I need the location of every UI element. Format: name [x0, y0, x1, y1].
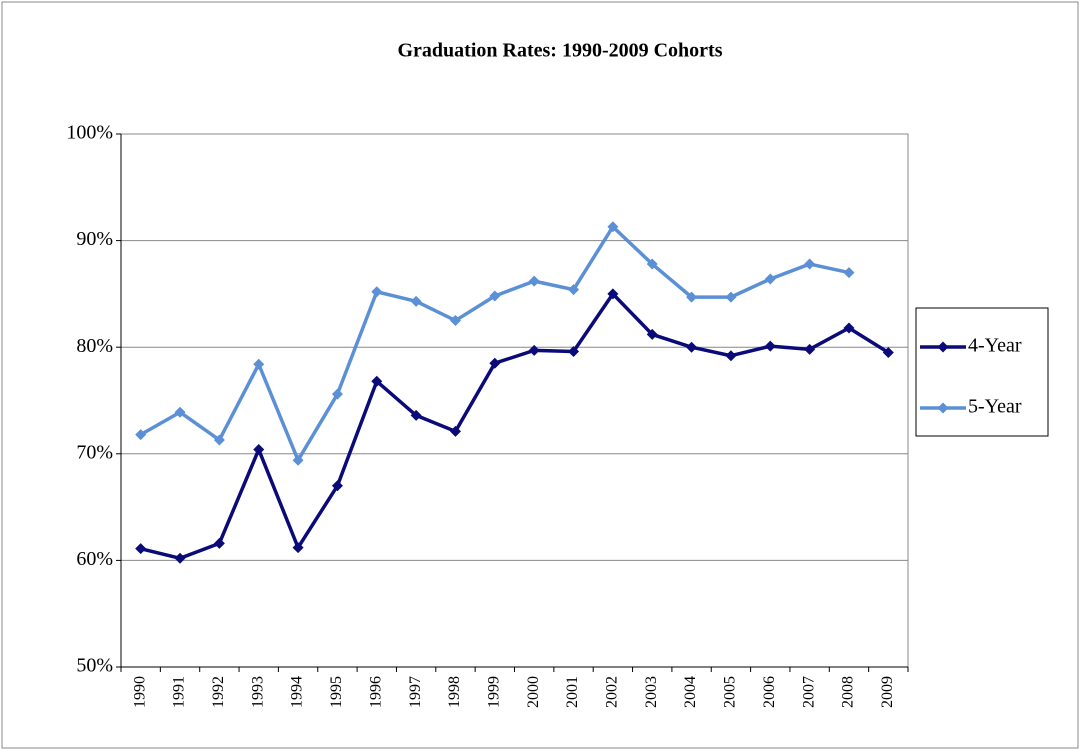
data-point: [213, 434, 225, 446]
x-tick-label: 2007: [800, 676, 817, 708]
data-point: [410, 409, 422, 421]
data-point: [331, 480, 343, 492]
x-tick-label: 1994: [289, 676, 306, 708]
data-point: [646, 258, 658, 270]
data-point: [449, 315, 461, 327]
data-point: [725, 291, 737, 303]
legend-marker: [937, 402, 949, 414]
data-point: [607, 221, 619, 233]
x-tick-label: 1990: [131, 676, 148, 708]
data-point: [253, 358, 265, 370]
data-point: [764, 340, 776, 352]
data-point: [686, 291, 698, 303]
x-tick-label: 2009: [879, 676, 896, 708]
data-point: [371, 375, 383, 387]
data-point: [646, 328, 658, 340]
x-tick-label: 1996: [367, 676, 384, 708]
data-point: [174, 406, 186, 418]
data-point: [568, 284, 580, 296]
x-tick-label: 2005: [722, 676, 739, 708]
y-tick-label: 70%: [76, 441, 113, 463]
data-point: [489, 290, 501, 302]
data-point: [135, 543, 147, 555]
data-point: [882, 347, 894, 359]
data-point: [568, 345, 580, 357]
x-tick-label: 1997: [407, 676, 424, 708]
x-tick-label: 2006: [761, 676, 778, 708]
data-point: [449, 425, 461, 437]
chart-title: Graduation Rates: 1990-2009 Cohorts: [398, 40, 723, 62]
x-tick-label: 1993: [249, 676, 266, 708]
data-point: [410, 295, 422, 307]
data-point: [292, 454, 304, 466]
legend-box: [915, 307, 1049, 437]
x-tick-label: 1991: [171, 676, 188, 708]
legend-marker: [937, 341, 949, 353]
data-point: [213, 537, 225, 549]
x-tick-label: 2004: [682, 676, 699, 708]
data-point: [135, 429, 147, 441]
legend-label: 4-Year: [968, 335, 1022, 357]
data-point: [331, 388, 343, 400]
x-tick-label: 2008: [840, 676, 857, 708]
data-point: [607, 288, 619, 300]
x-tick-label: 1995: [328, 676, 345, 708]
y-tick-label: 90%: [76, 228, 113, 250]
y-tick-label: 50%: [76, 655, 113, 677]
y-tick-label: 60%: [76, 548, 113, 570]
data-point: [686, 341, 698, 353]
data-point: [253, 444, 265, 456]
x-tick-label: 1992: [210, 676, 227, 708]
x-tick-label: 1999: [485, 676, 502, 708]
x-tick-label: 2002: [604, 676, 621, 708]
data-point: [528, 275, 540, 287]
y-tick-label: 80%: [76, 335, 113, 357]
data-point: [292, 542, 304, 554]
series-line: [140, 292, 890, 561]
data-point: [528, 344, 540, 356]
data-point: [725, 350, 737, 362]
data-point: [764, 273, 776, 285]
x-tick-label: 2003: [643, 676, 660, 708]
data-point: [843, 322, 855, 334]
data-point: [174, 552, 186, 564]
data-point: [371, 286, 383, 298]
x-tick-label: 1998: [446, 676, 463, 708]
data-point: [804, 343, 816, 355]
x-tick-label: 2001: [564, 676, 581, 708]
data-point: [489, 357, 501, 369]
data-point: [843, 267, 855, 279]
data-point: [804, 258, 816, 270]
legend-label: 5-Year: [968, 396, 1022, 418]
x-tick-label: 2000: [525, 676, 542, 708]
y-tick-label: 100%: [66, 122, 113, 144]
